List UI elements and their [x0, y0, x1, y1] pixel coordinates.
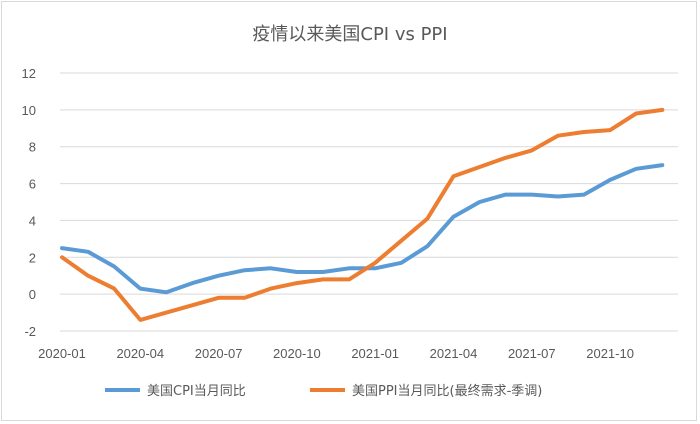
y-tick-label: 10: [22, 103, 36, 118]
x-tick-label: 2020-07: [195, 346, 243, 361]
x-axis-ticks: 2020-01 2020-04 2020-07 2020-10 2021-01 2021-…: [38, 346, 634, 361]
y-tick-label: 8: [29, 140, 36, 155]
y-tick-label: 0: [29, 287, 36, 302]
x-tick-label: 2021-04: [430, 346, 478, 361]
y-tick-label: -2: [24, 324, 36, 339]
x-tick-label: 2020-01: [38, 346, 86, 361]
gridlines: [60, 72, 678, 332]
y-axis-ticks: -2 0 2 4 6 8 10 12: [22, 66, 36, 339]
legend-label-cpi: 美国CPI当月同比: [147, 384, 246, 399]
chart-title: 疫情以来美国CPI vs PPI: [252, 24, 447, 45]
legend-label-ppi: 美国PPI当月同比(最终需求-季调): [352, 383, 542, 399]
y-tick-label: 6: [29, 177, 36, 192]
x-tick-label: 2021-01: [351, 346, 399, 361]
x-tick-label: 2020-10: [273, 346, 321, 361]
x-tick-label: 2020-04: [116, 346, 164, 361]
y-tick-label: 12: [22, 66, 36, 81]
y-tick-label: 4: [29, 213, 36, 228]
legend: 美国CPI当月同比 美国PPI当月同比(最终需求-季调): [105, 383, 542, 399]
y-tick-label: 2: [29, 250, 36, 265]
x-tick-label: 2021-10: [586, 346, 634, 361]
x-tick-label: 2021-07: [508, 346, 556, 361]
ppi-series-line: [60, 107, 665, 322]
cpi-series-line: [60, 163, 665, 295]
series-lines: [60, 107, 665, 322]
